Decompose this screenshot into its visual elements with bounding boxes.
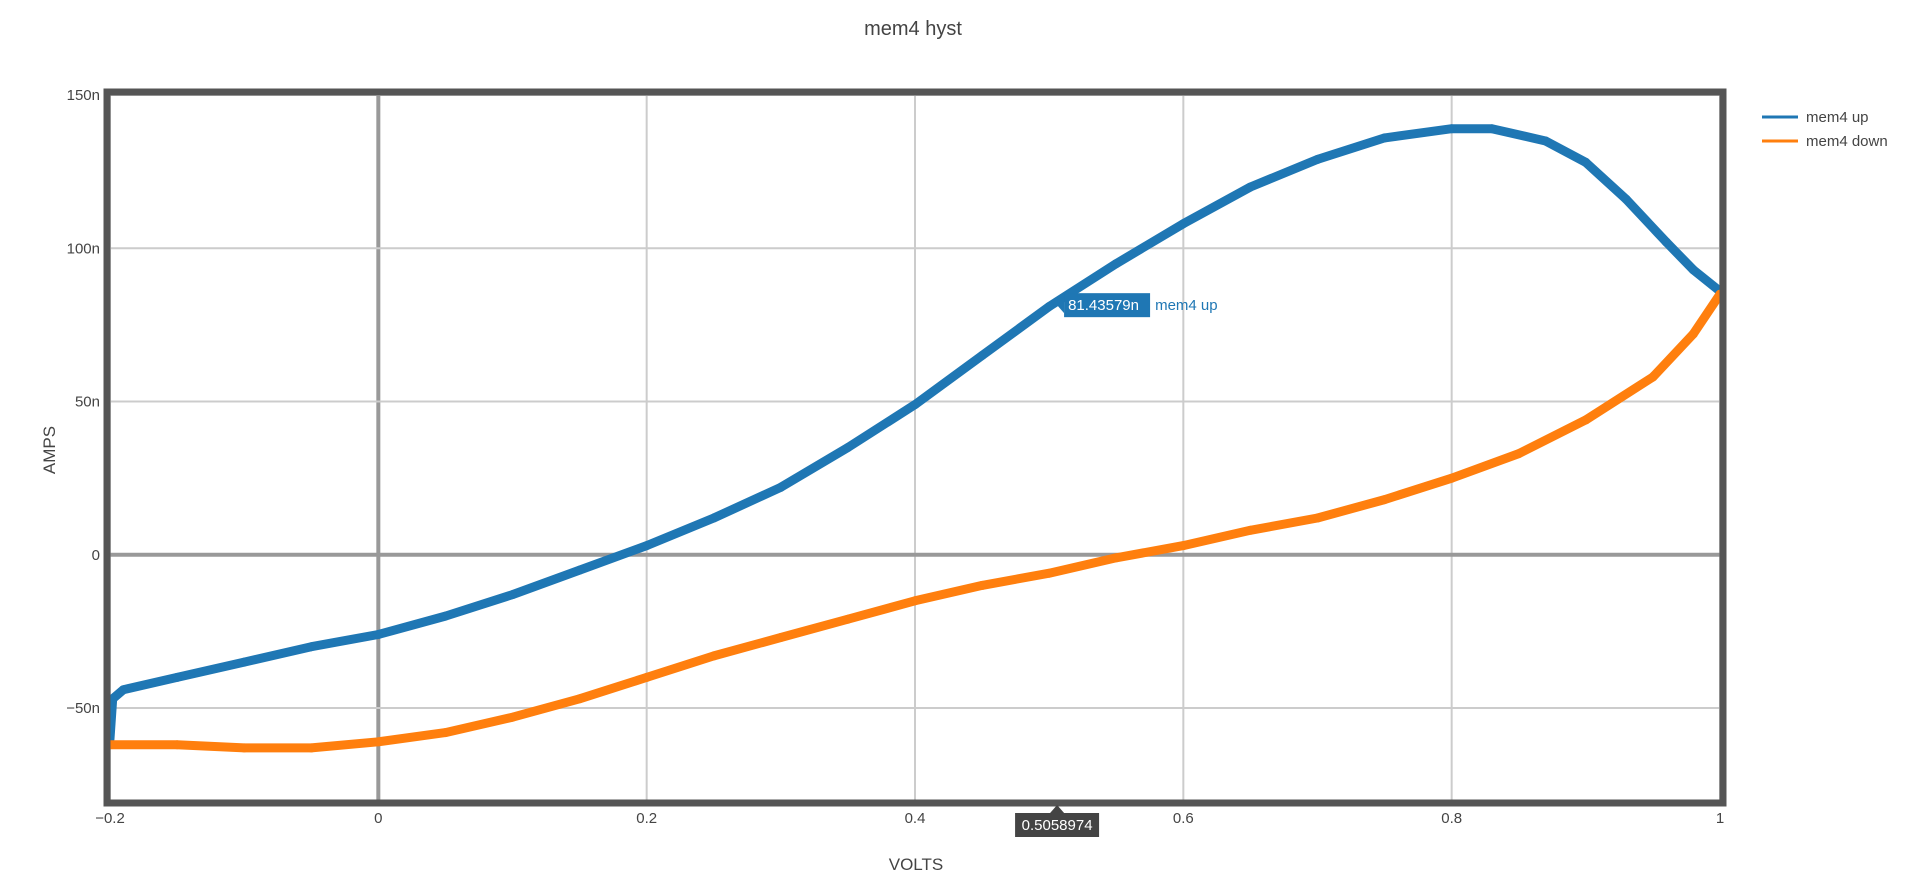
data-point [172,740,182,750]
data-point [977,351,987,360]
data-point [1044,302,1054,311]
x-axis-title: VOLTS [889,855,943,874]
x-tick-label: −0.2 [95,810,125,827]
data-point [1447,473,1457,483]
data-point [508,712,517,722]
hover-tooltip: 81.43579n mem4 up 0.5058974 [1015,293,1218,837]
y-tick-label: 50n [75,394,100,411]
grid [109,94,1721,800]
data-point [977,580,987,590]
data-point [440,611,450,621]
hover-series-name: mem4 up [1155,297,1218,314]
data-point [1044,568,1054,578]
data-point [373,630,383,639]
data-point [508,590,517,600]
legend-label: mem4 up [1806,109,1869,126]
hover-pointer [1057,297,1065,314]
series-line-mem4-down[interactable] [105,289,1725,753]
series-layer[interactable] [105,124,1725,753]
data-point [642,541,652,551]
data-point [1111,259,1121,269]
hover-value-box [1064,293,1151,318]
data-point [1648,372,1658,382]
data-point [1621,194,1631,204]
y-tick-label: 0 [92,547,100,564]
legend[interactable]: mem4 up mem4 down [1762,109,1888,150]
data-point [709,651,719,661]
data-point [373,737,383,747]
data-point [1380,495,1390,505]
data-point [1245,525,1255,535]
data-point [1581,415,1591,425]
data-point [1661,237,1671,247]
data-point [776,633,786,642]
data-point [910,400,920,410]
data-point [1111,553,1121,563]
y-axis-title: AMPS [40,426,59,474]
data-point [172,672,182,682]
x-hover-pointer [1050,805,1065,813]
data-point [1541,136,1551,146]
data-point [1514,449,1524,459]
x-tick-label: 0.2 [636,810,657,827]
legend-label: mem4 down [1806,133,1888,150]
plot-frame [103,88,1727,807]
y-tick-label: 100n [67,240,100,257]
data-point [440,728,450,738]
data-point [1581,157,1591,167]
legend-item[interactable]: mem4 down [1762,133,1888,150]
data-point [1178,219,1188,229]
tick-labels: −0.2 0 0.2 0.4 0.6 0.8 1 −50n 0 50n 100n 150n [66,87,1724,827]
data-point [709,513,719,523]
x-hover-value: 0.5058974 [1022,817,1093,834]
data-point [1688,265,1698,275]
data-point [1245,182,1255,192]
data-point [575,565,585,575]
chart-title: mem4 hyst [864,18,962,40]
series-line-mem4-up[interactable] [105,124,1725,744]
legend-item[interactable]: mem4 up [1762,109,1869,126]
hover-value: 81.43579n [1068,297,1139,314]
data-point [239,657,249,667]
data-point [118,685,128,695]
data-point [776,482,786,492]
data-point [1447,124,1457,134]
data-point [1487,124,1497,134]
y-tick-label: −50n [66,700,100,717]
data-point [239,743,249,753]
data-point [1380,133,1390,143]
data-point [642,672,652,682]
data-point [1178,541,1188,551]
data-point [1313,154,1322,164]
data-point [1313,513,1322,523]
data-point [910,596,920,606]
data-point [1688,329,1698,339]
x-tick-label: 0.4 [905,810,926,827]
data-point [306,642,316,652]
x-tick-label: 1 [1716,810,1724,827]
data-point [306,743,316,753]
data-point [843,443,853,452]
x-hover-box [1015,813,1100,837]
x-tick-label: 0.8 [1441,810,1462,827]
data-point [843,614,853,624]
x-tick-label: 0 [374,810,382,827]
data-point [575,694,585,704]
y-tick-label: 150n [67,87,100,104]
x-tick-label: 0.6 [1173,810,1194,827]
